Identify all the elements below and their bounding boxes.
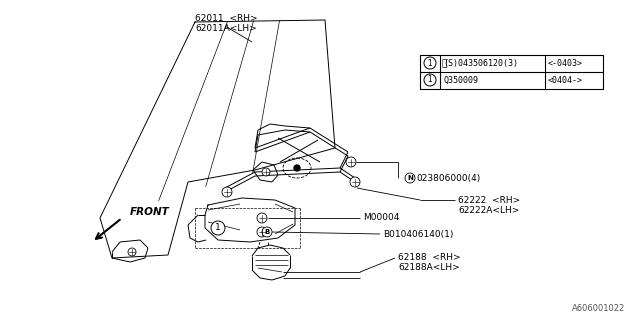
Circle shape xyxy=(222,187,232,197)
Text: M00004: M00004 xyxy=(363,213,399,222)
Circle shape xyxy=(346,157,356,167)
Circle shape xyxy=(257,213,267,223)
Text: FRONT: FRONT xyxy=(130,207,170,217)
FancyBboxPatch shape xyxy=(420,55,603,89)
Text: 1: 1 xyxy=(428,59,433,68)
Text: 023806000(4): 023806000(4) xyxy=(416,173,480,182)
Circle shape xyxy=(424,74,436,86)
Circle shape xyxy=(424,57,436,69)
Text: Ⓢ: Ⓢ xyxy=(442,59,447,68)
Text: 62222  <RH>
62222A<LH>: 62222 <RH> 62222A<LH> xyxy=(458,196,520,215)
Circle shape xyxy=(128,248,136,256)
Text: <0404->: <0404-> xyxy=(548,76,583,85)
Text: B010406140(1): B010406140(1) xyxy=(383,229,453,238)
Circle shape xyxy=(262,168,270,176)
Circle shape xyxy=(294,165,300,171)
Text: 62188  <RH>
62188A<LH>: 62188 <RH> 62188A<LH> xyxy=(398,253,461,272)
Circle shape xyxy=(350,177,360,187)
Text: 1: 1 xyxy=(428,76,433,84)
Circle shape xyxy=(405,173,415,183)
Text: 62011  <RH>
62011A<LH>: 62011 <RH> 62011A<LH> xyxy=(195,14,258,33)
Text: N: N xyxy=(407,175,413,181)
Text: A606001022: A606001022 xyxy=(572,304,625,313)
Text: 1: 1 xyxy=(215,223,221,233)
Text: Q350009: Q350009 xyxy=(443,76,478,85)
Text: (S)043506120(3): (S)043506120(3) xyxy=(443,59,518,68)
Text: <-0403>: <-0403> xyxy=(548,59,583,68)
Circle shape xyxy=(262,227,272,237)
Circle shape xyxy=(211,221,225,235)
Text: B: B xyxy=(264,229,269,235)
Circle shape xyxy=(257,227,267,237)
